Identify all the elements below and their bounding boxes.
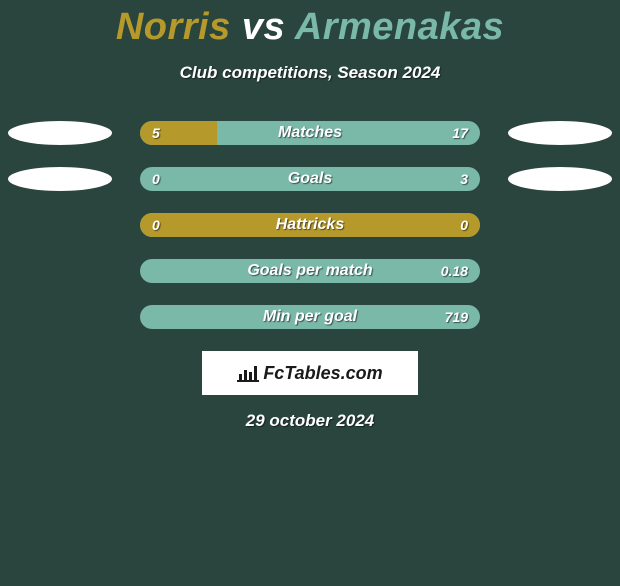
bar-row: Goals0 3 [0,167,620,191]
brand: FcTables.com [237,363,382,384]
bar-label: Goals per match [140,259,480,283]
page-title: Norris vs Armenakas [0,6,620,49]
bar-value-left: 0 [152,167,160,191]
comparison-bars: Matches517 Goals0 3 Hattricks00 Goals per ma… [0,121,620,329]
bar-label: Min per goal [140,305,480,329]
date: 29 october 2024 [0,411,620,431]
bar-track: Goals0 3 [140,167,480,191]
series-marker-right [508,121,612,145]
series-marker-left [8,121,112,145]
bar-track: Min per goal719 [140,305,480,329]
title-player1: Norris [116,6,231,48]
bar-row: Matches517 [0,121,620,145]
brand-box: FcTables.com [202,351,418,395]
bar-row: Goals per match0.18 [0,259,620,283]
bar-track: Goals per match0.18 [140,259,480,283]
brand-text: FcTables.com [263,363,382,384]
bar-row: Min per goal719 [0,305,620,329]
bar-track: Matches517 [140,121,480,145]
bar-value-right: 3 [460,167,468,191]
series-marker-right [508,167,612,191]
subtitle: Club competitions, Season 2024 [0,63,620,83]
bars-chart-icon [237,364,259,382]
bar-label: Goals [140,167,480,191]
series-marker-left [8,167,112,191]
bar-track: Hattricks00 [140,213,480,237]
bar-value-right: 17 [452,121,468,145]
title-vs: vs [242,6,285,48]
bar-value-right: 0.18 [441,259,468,283]
bar-fill-left [140,213,480,237]
bar-fill-left [140,121,217,145]
bar-value-right: 719 [445,305,468,329]
bar-row: Hattricks00 [0,213,620,237]
title-player2: Armenakas [295,6,504,48]
